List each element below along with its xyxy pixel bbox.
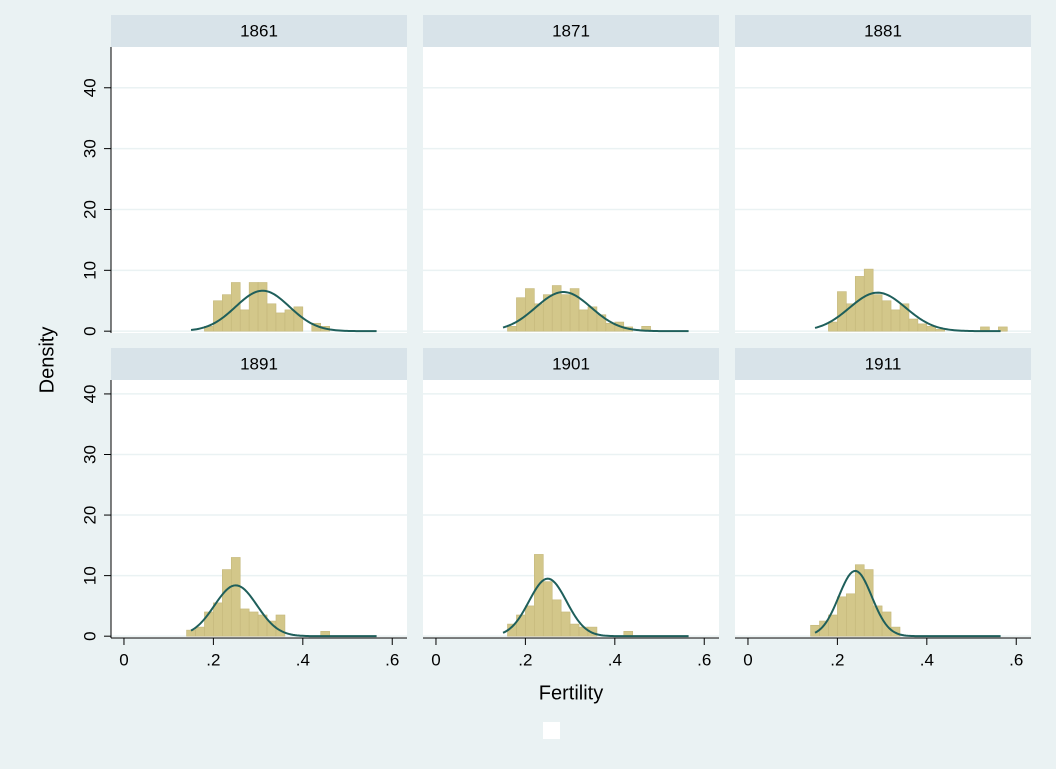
panel-title: 1881 xyxy=(864,21,902,40)
panel-header xyxy=(111,348,407,380)
bar xyxy=(998,326,1008,332)
bar xyxy=(516,614,526,637)
bar xyxy=(293,306,304,332)
y-tick-label: 20 xyxy=(80,506,99,525)
panel-title: 1871 xyxy=(552,21,590,40)
y-tick-label: 0 xyxy=(80,631,99,640)
x-tick-label: .2 xyxy=(206,650,220,669)
density-curve xyxy=(814,569,1001,638)
plot-area xyxy=(423,380,719,638)
panel-title: 1901 xyxy=(552,354,590,373)
bar xyxy=(516,297,526,332)
bar xyxy=(266,303,277,332)
y-axis-title: Density xyxy=(36,327,58,394)
x-tick-label: .4 xyxy=(608,650,622,669)
density-curve xyxy=(190,289,377,333)
x-tick-label: .2 xyxy=(830,650,844,669)
y-tick-label: 10 xyxy=(80,261,99,280)
panel-header xyxy=(735,348,1031,380)
bar xyxy=(534,554,544,637)
bar xyxy=(213,300,223,332)
panel-header xyxy=(735,15,1031,47)
panel-title: 1911 xyxy=(865,354,902,373)
bar xyxy=(284,309,295,332)
bar xyxy=(935,329,946,332)
plot-area xyxy=(735,47,1031,333)
x-tick-label: .6 xyxy=(385,650,399,669)
y-tick-label: 20 xyxy=(80,200,99,219)
y-tick-label: 40 xyxy=(80,78,99,97)
bar xyxy=(569,623,580,637)
bar xyxy=(195,626,205,637)
bar xyxy=(863,268,874,332)
y-tick-label: 30 xyxy=(80,139,99,158)
bar xyxy=(926,326,937,332)
panel-title: 1891 xyxy=(240,354,278,373)
bar xyxy=(248,611,259,637)
bar xyxy=(828,321,838,332)
x-tick-label: .4 xyxy=(920,650,934,669)
bar xyxy=(890,626,901,637)
bar xyxy=(275,614,286,637)
plot-area xyxy=(735,380,1031,638)
bar xyxy=(890,309,901,332)
bar xyxy=(560,294,571,332)
bar xyxy=(899,303,910,332)
bar xyxy=(230,557,241,637)
y-tick-label: 10 xyxy=(80,566,99,585)
plot-area xyxy=(423,47,719,333)
bar xyxy=(525,605,535,637)
bar xyxy=(560,611,571,637)
x-tick-label: 0 xyxy=(743,650,752,669)
bar xyxy=(213,602,223,637)
density-curve xyxy=(814,291,1001,333)
bar xyxy=(239,608,250,637)
bar xyxy=(837,596,847,637)
bar xyxy=(204,611,214,637)
density-curve xyxy=(502,291,689,333)
bar xyxy=(872,294,883,332)
y-tick-label: 30 xyxy=(80,445,99,464)
bar xyxy=(551,599,562,637)
density-curve xyxy=(502,577,689,638)
bar xyxy=(854,564,865,637)
bar xyxy=(507,326,517,332)
x-tick-label: 0 xyxy=(119,650,128,669)
bar xyxy=(863,569,874,637)
bar xyxy=(578,309,589,332)
x-tick-label: 0 xyxy=(431,650,440,669)
panel-header xyxy=(423,15,719,47)
bar xyxy=(186,629,196,637)
bar xyxy=(222,569,232,637)
bar xyxy=(542,581,553,637)
legend-key xyxy=(543,722,560,739)
x-tick-label: .6 xyxy=(697,650,711,669)
bar xyxy=(587,626,598,637)
plot-area xyxy=(111,380,407,638)
bar xyxy=(275,312,286,332)
x-tick-label: .2 xyxy=(518,650,532,669)
panel-title: 1861 xyxy=(240,21,278,40)
x-tick-label: .6 xyxy=(1009,650,1023,669)
panel-header xyxy=(423,348,719,380)
bar xyxy=(854,276,865,332)
bar xyxy=(248,282,259,332)
bar xyxy=(917,323,928,332)
y-tick-label: 40 xyxy=(80,384,99,403)
density-curve xyxy=(190,584,377,638)
y-tick-label: 0 xyxy=(80,326,99,335)
bar xyxy=(908,318,919,332)
bar xyxy=(881,300,892,332)
panel-header xyxy=(111,15,407,47)
bar xyxy=(846,593,856,637)
x-tick-label: .4 xyxy=(296,650,310,669)
x-axis-title: Fertility xyxy=(539,682,603,704)
bar xyxy=(239,309,250,332)
